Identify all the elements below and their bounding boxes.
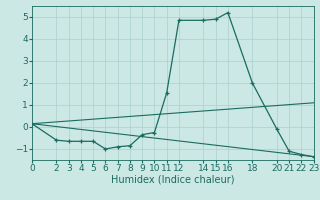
X-axis label: Humidex (Indice chaleur): Humidex (Indice chaleur) xyxy=(111,175,235,185)
